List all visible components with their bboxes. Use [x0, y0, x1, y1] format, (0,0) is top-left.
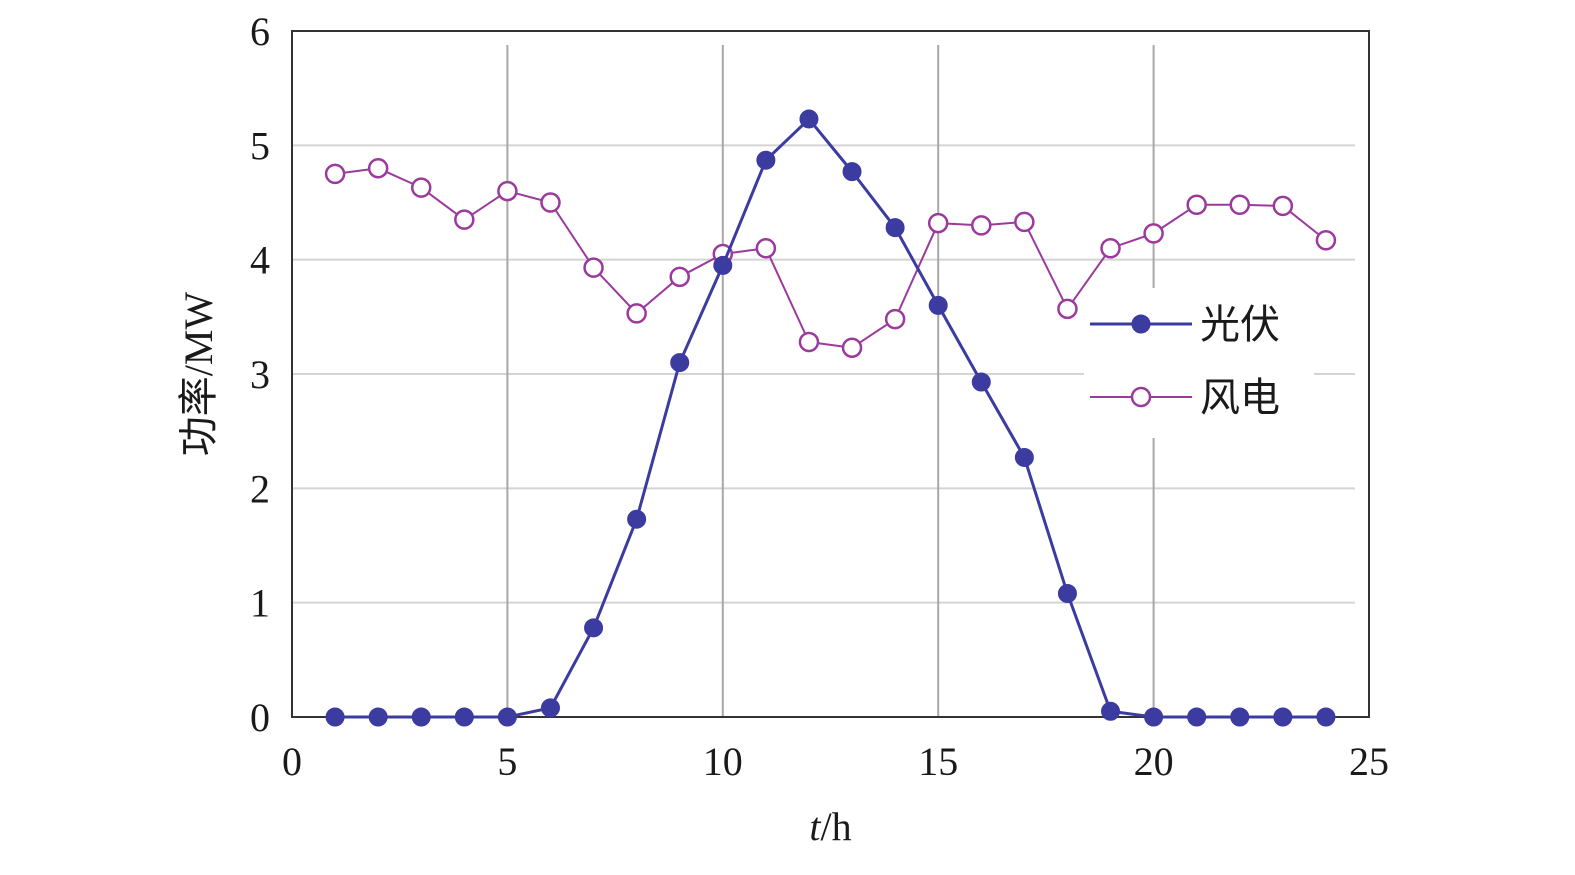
data-point-pv-6 [540, 698, 560, 718]
y-tick-label-4: 4 [250, 238, 270, 283]
data-point-pv-22 [1230, 707, 1250, 727]
y-tick-label-5: 5 [250, 123, 270, 168]
x-tick-label-20: 20 [1134, 739, 1174, 784]
data-point-wind-22 [1229, 194, 1251, 216]
series-pv [325, 109, 1336, 727]
y-tick-label-3: 3 [250, 352, 270, 397]
x-tick-label-25: 25 [1349, 739, 1389, 784]
data-point-wind-24 [1315, 229, 1337, 251]
data-point-pv-9 [670, 353, 690, 373]
data-point-pv-10 [713, 255, 733, 275]
data-point-pv-16 [971, 372, 991, 392]
data-point-wind-11 [755, 237, 777, 259]
data-point-pv-11 [756, 150, 776, 170]
data-point-wind-21 [1186, 194, 1207, 216]
data-point-wind-15 [927, 212, 949, 234]
data-point-pv-23 [1273, 707, 1293, 727]
legend-marker-pv [1131, 314, 1151, 334]
data-point-wind-17 [1014, 211, 1035, 233]
data-point-wind-14 [884, 308, 906, 330]
data-point-pv-2 [368, 707, 388, 727]
legend-item-wind: 风电 [1090, 375, 1280, 421]
data-point-pv-13 [842, 162, 862, 182]
tick-labels: 0 5 10 15 20 25 0 1 2 3 4 5 6 [250, 9, 1389, 784]
data-point-wind-23 [1272, 195, 1294, 217]
x-tick-label-15: 15 [918, 739, 958, 784]
legend-marker-wind [1130, 386, 1152, 408]
data-point-pv-7 [584, 618, 604, 638]
y-tick-label-1: 1 [250, 581, 270, 626]
y-tick-label-6: 6 [250, 9, 270, 54]
data-point-wind-7 [583, 257, 604, 278]
data-point-wind-2 [367, 157, 389, 179]
data-point-wind-6 [540, 192, 561, 213]
y-tick-label-0: 0 [250, 695, 270, 740]
plot-frame [291, 30, 1370, 718]
legend-background [1084, 288, 1314, 438]
y-tick-label-2: 2 [250, 466, 270, 511]
legend-item-pv: 光伏 [1090, 302, 1280, 348]
y-axis-label: 功率/MW [176, 292, 221, 457]
data-point-wind-19 [1100, 237, 1121, 259]
data-point-wind-8 [626, 303, 647, 324]
legend: 光伏 风电 [1084, 288, 1314, 438]
data-point-wind-4 [454, 209, 475, 230]
x-tick-label-5: 5 [497, 739, 517, 784]
data-point-pv-21 [1187, 707, 1207, 727]
data-point-pv-8 [627, 509, 647, 529]
data-point-wind-13 [841, 337, 863, 358]
data-point-pv-20 [1144, 707, 1164, 727]
data-point-pv-12 [799, 109, 819, 129]
legend-label-pv: 光伏 [1200, 302, 1280, 348]
data-point-pv-17 [1014, 447, 1034, 467]
data-point-pv-4 [454, 707, 474, 727]
data-point-pv-5 [497, 707, 517, 727]
data-point-pv-19 [1101, 701, 1121, 721]
data-point-pv-1 [325, 707, 345, 727]
x-tick-label-0: 0 [282, 739, 302, 784]
data-point-wind-18 [1057, 298, 1078, 320]
data-point-wind-5 [497, 180, 518, 202]
data-point-pv-14 [885, 218, 905, 238]
data-point-pv-18 [1057, 584, 1077, 604]
data-point-pv-15 [928, 295, 948, 315]
series-layer [324, 109, 1337, 727]
data-point-wind-1 [324, 163, 346, 185]
data-point-wind-12 [798, 331, 820, 353]
data-point-wind-20 [1143, 223, 1164, 244]
data-point-wind-9 [669, 266, 690, 288]
data-point-pv-3 [411, 707, 431, 727]
x-axis-label-symbol: t [809, 804, 821, 849]
legend-label-wind: 风电 [1200, 375, 1280, 421]
x-axis-label-unit: /h [821, 804, 852, 849]
data-point-wind-3 [410, 177, 432, 198]
x-tick-label-10: 10 [703, 739, 743, 784]
series-wind [324, 157, 1337, 358]
data-point-wind-16 [971, 215, 992, 236]
data-point-pv-24 [1316, 707, 1336, 727]
x-axis-label: t/h [809, 804, 851, 849]
